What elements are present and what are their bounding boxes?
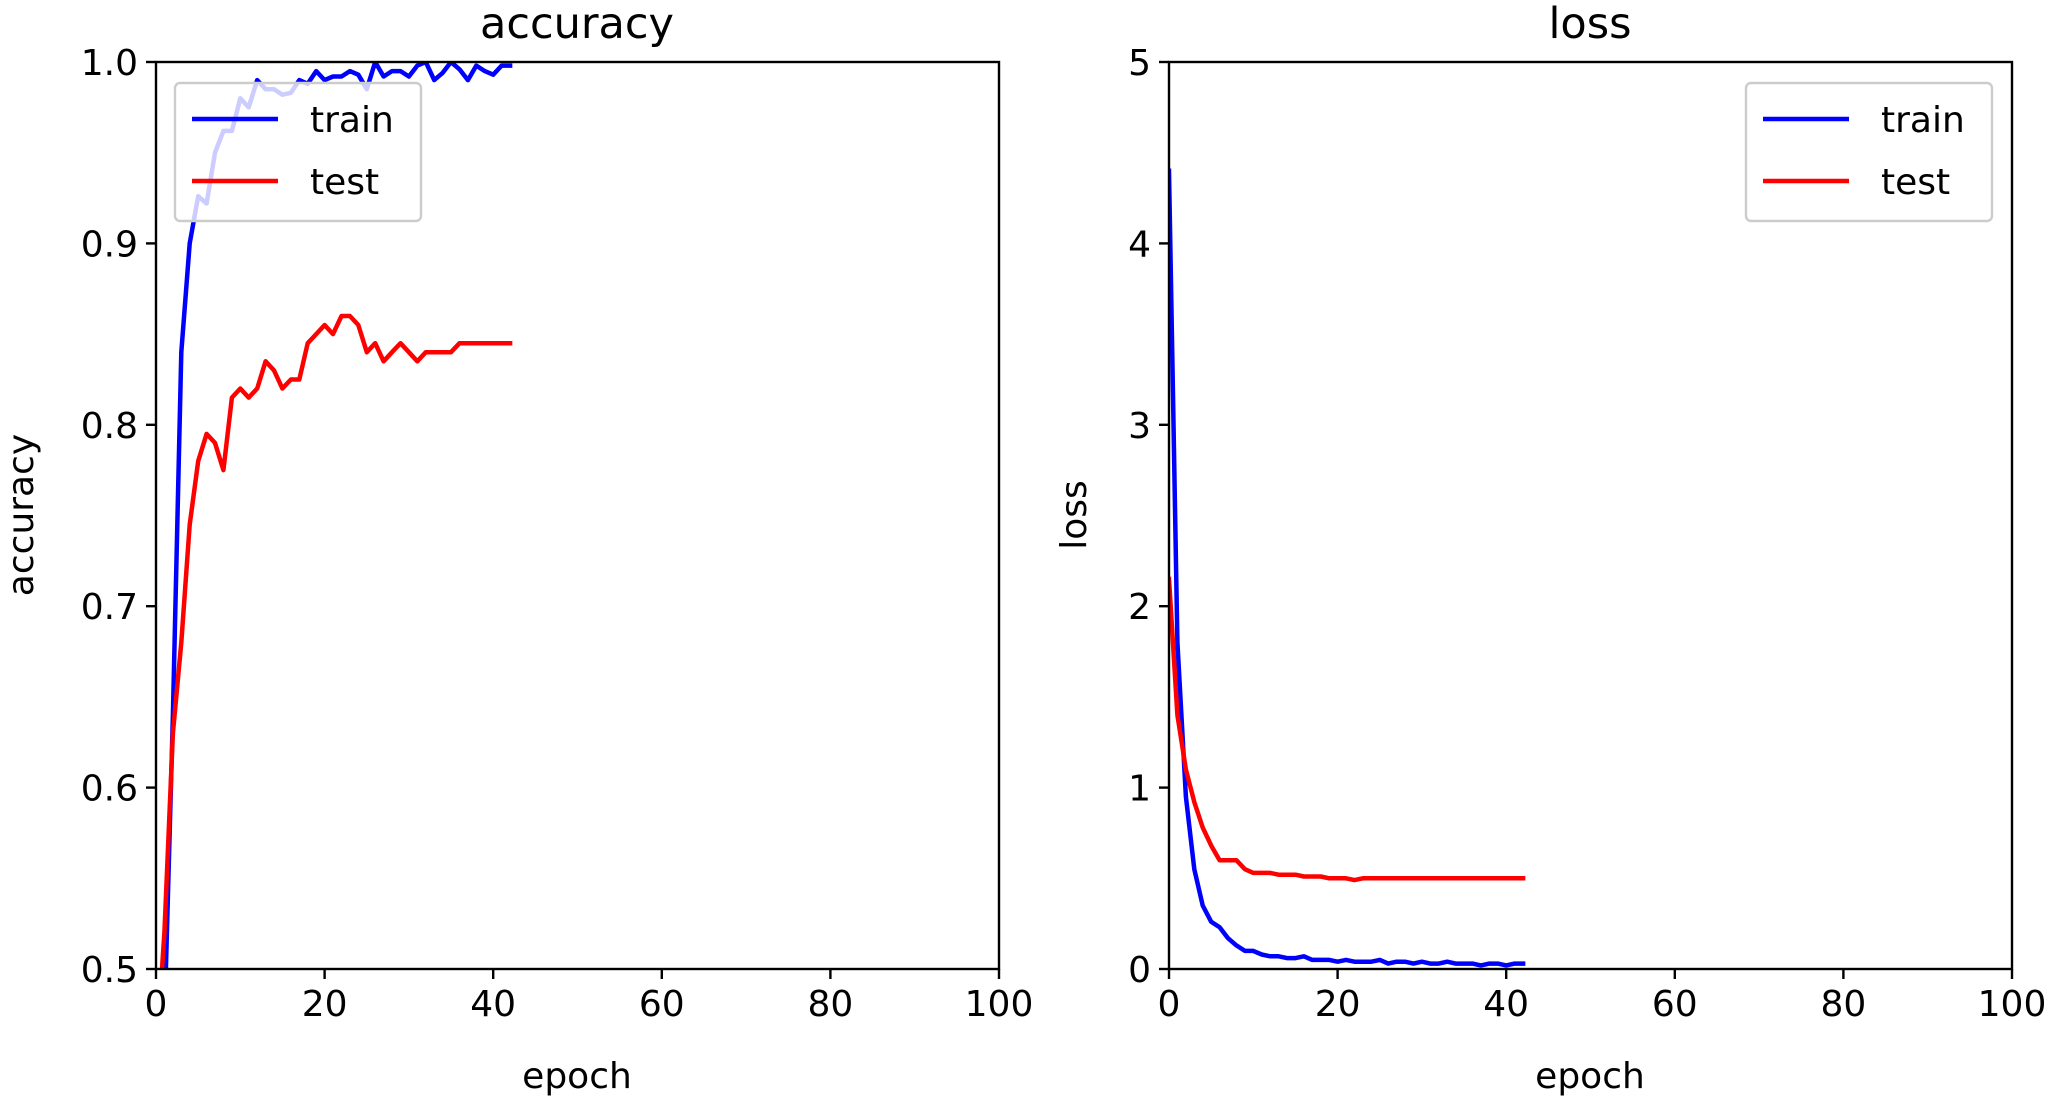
loss-x-tick-label: 80 — [1820, 984, 1866, 1025]
accuracy-y-axis-label: accuracy — [1, 434, 42, 596]
loss-y-tick-label: 1 — [1128, 769, 1151, 810]
loss-y-tick-label: 2 — [1128, 587, 1151, 628]
loss-legend-test-label: test — [1881, 162, 1950, 203]
accuracy-x-ticks: 0 20 40 60 80 100 — [145, 969, 1034, 1025]
accuracy-x-tick-label: 100 — [965, 984, 1034, 1025]
loss-series-train-line — [1169, 168, 1526, 968]
accuracy-legend-test-label: test — [310, 162, 379, 203]
loss-x-tick-label: 40 — [1483, 984, 1529, 1025]
loss-x-tick-label: 0 — [1158, 984, 1181, 1025]
loss-y-tick-label: 5 — [1128, 43, 1151, 84]
loss-x-tick-label: 100 — [1978, 984, 2047, 1025]
accuracy-x-tick-label: 80 — [807, 984, 853, 1025]
accuracy-y-tick-label: 0.6 — [81, 769, 138, 810]
accuracy-plot-frame — [154, 60, 1001, 971]
accuracy-x-tick-label: 40 — [470, 984, 516, 1025]
loss-series-group — [1169, 168, 1526, 968]
accuracy-x-tick-label: 20 — [302, 984, 348, 1025]
loss-chart-title: loss — [1548, 0, 1631, 49]
loss-series-test-line — [1169, 576, 1526, 883]
accuracy-y-tick-label: 0.5 — [81, 950, 138, 991]
loss-legend-train-label: train — [1881, 100, 1965, 141]
accuracy-y-tick-label: 0.7 — [81, 587, 138, 628]
accuracy-x-tick-label: 60 — [639, 984, 685, 1025]
accuracy-y-tick-label: 0.9 — [81, 224, 138, 265]
loss-plot-frame — [1167, 60, 2014, 971]
accuracy-x-axis-label: epoch — [522, 1056, 632, 1097]
loss-y-axis-label: loss — [1054, 480, 1095, 550]
loss-y-tick-label: 0 — [1128, 950, 1151, 991]
loss-x-tick-label: 60 — [1652, 984, 1698, 1025]
loss-y-ticks: 0 1 2 3 4 5 — [1128, 43, 1169, 991]
loss-legend: train test — [1744, 81, 1994, 223]
accuracy-series-test-line — [159, 313, 513, 969]
accuracy-x-tick-label: 0 — [145, 984, 168, 1025]
accuracy-y-tick-label: 0.8 — [81, 406, 138, 447]
loss-y-tick-label: 4 — [1128, 224, 1151, 265]
accuracy-chart-title: accuracy — [480, 0, 674, 49]
loss-x-axis-label: epoch — [1535, 1056, 1645, 1097]
loss-x-ticks: 0 20 40 60 80 100 — [1158, 969, 2047, 1025]
loss-chart: loss 0 20 40 60 80 100 0 1 2 3 4 5 epoch loss trai… — [1054, 0, 2046, 1097]
loss-x-tick-label: 20 — [1315, 984, 1361, 1025]
accuracy-legend: train test — [173, 81, 423, 223]
loss-y-tick-label: 3 — [1128, 406, 1151, 447]
accuracy-y-tick-label: 1.0 — [81, 43, 138, 84]
accuracy-legend-train-label: train — [310, 100, 394, 141]
accuracy-chart: accuracy 0 20 40 60 80 100 0.5 0.6 0.7 0.8 0.9 1.0… — [1, 0, 1034, 1097]
accuracy-y-ticks: 0.5 0.6 0.7 0.8 0.9 1.0 — [81, 43, 156, 991]
